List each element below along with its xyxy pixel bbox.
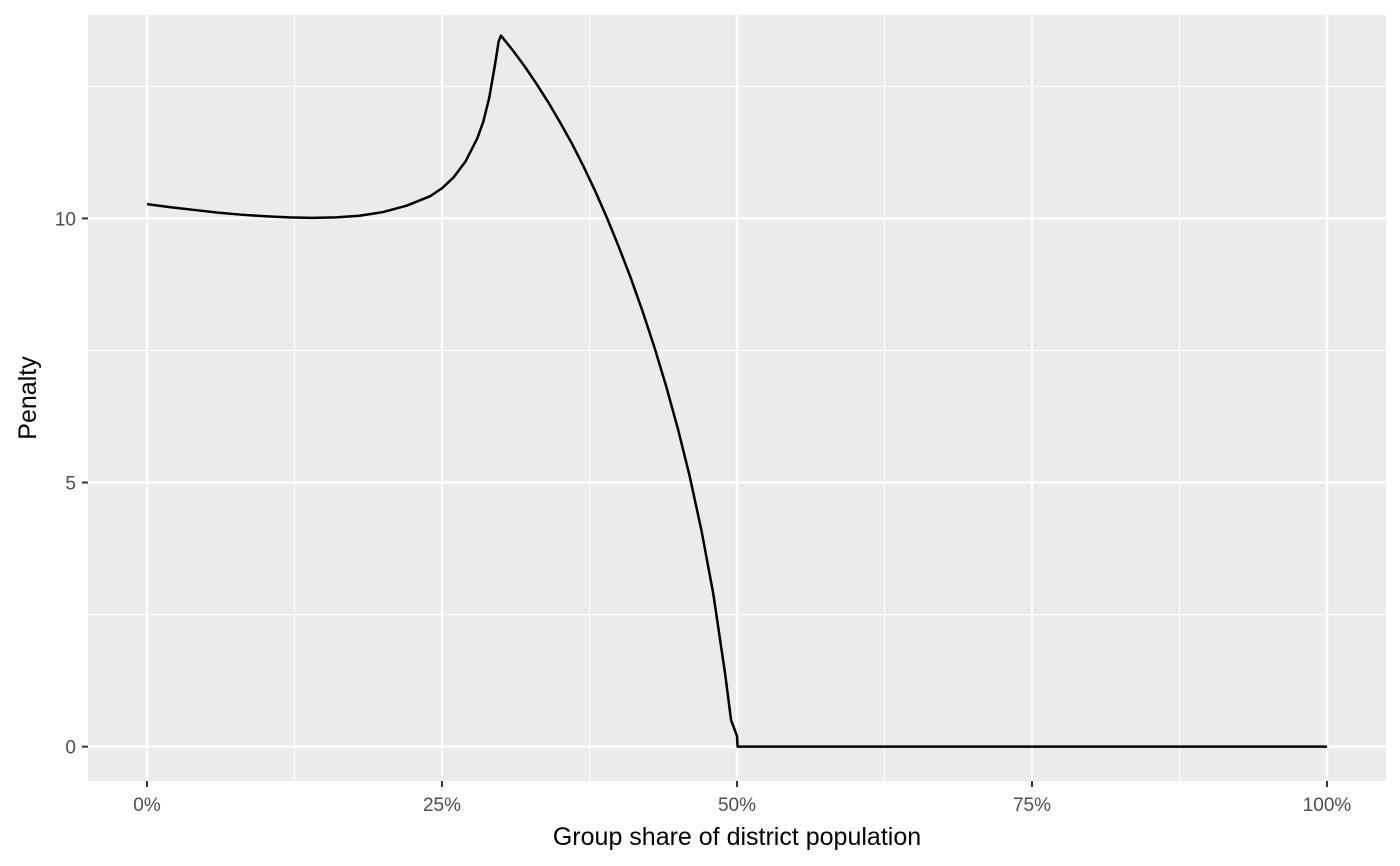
y-axis-title: Penalty [14, 356, 42, 440]
x-tick-label: 100% [1303, 795, 1352, 816]
x-tick-label: 0% [133, 795, 161, 816]
y-tick-label: 0 [65, 738, 76, 759]
x-axis: 0% 25% 50% 75% 100% [133, 781, 1351, 816]
x-axis-title: Group share of district population [553, 823, 921, 851]
x-tick-label: 25% [423, 795, 461, 816]
y-axis: 0 5 10 [55, 209, 88, 759]
major-gridlines [88, 15, 1386, 781]
x-tick-label: 75% [1013, 795, 1051, 816]
y-tick-label: 10 [55, 209, 76, 230]
y-tick-label: 5 [65, 474, 76, 495]
penalty-line [146, 34, 1327, 748]
x-tick-label: 50% [718, 795, 756, 816]
